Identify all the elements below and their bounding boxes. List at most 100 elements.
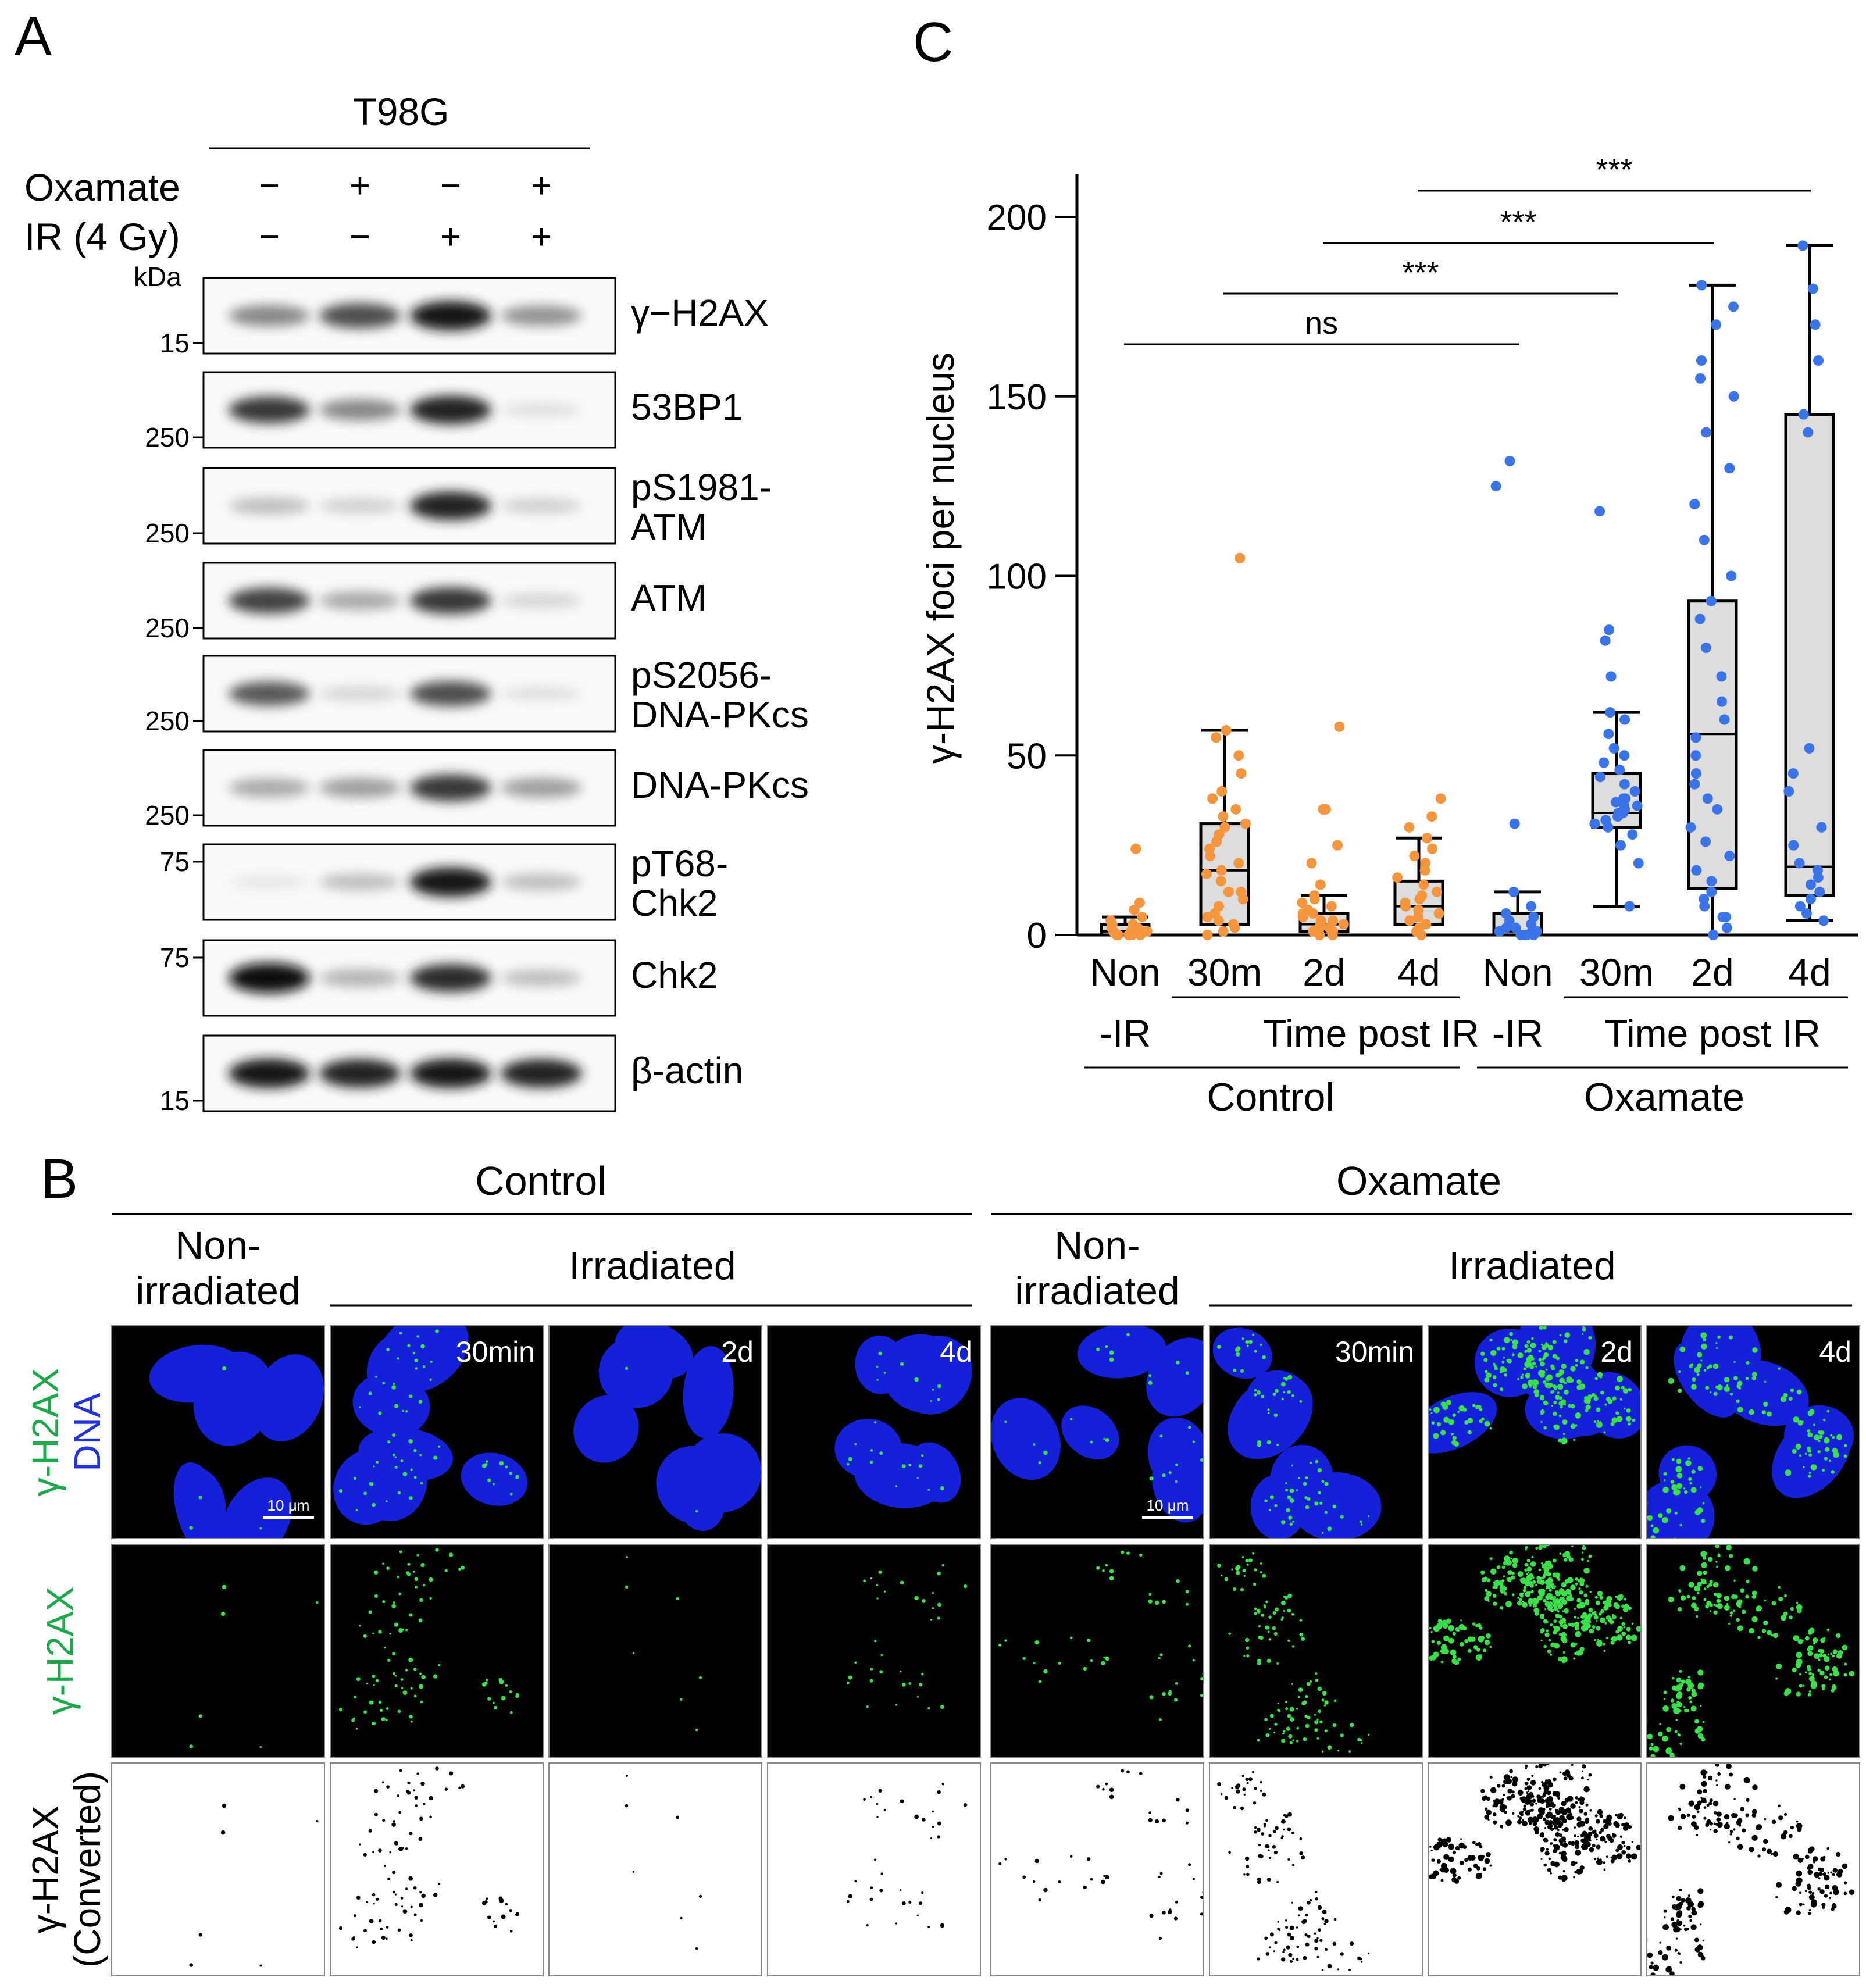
focus-dot [1544, 1827, 1547, 1829]
focus-dot [1575, 1631, 1582, 1637]
data-point [1129, 904, 1140, 915]
focus-dot [1550, 1872, 1552, 1875]
focus-dot [1575, 1359, 1579, 1362]
focus-dot [1296, 1739, 1299, 1743]
focus-dot [1825, 1447, 1830, 1452]
focus-dot [1562, 1638, 1568, 1644]
focus-dot [412, 1571, 415, 1573]
focus-dot [1307, 1497, 1311, 1501]
iqr-box [1784, 413, 1835, 897]
focus-dot [1581, 1770, 1584, 1772]
focus-dot [1709, 1798, 1713, 1803]
focus-dot [1783, 1812, 1787, 1816]
marker-label: 75 [160, 943, 190, 973]
focus-dot [1586, 1398, 1591, 1403]
focus-dot [1281, 1957, 1286, 1962]
data-point [1620, 793, 1631, 804]
y-tick-label: 100 [987, 557, 1047, 597]
focus-dot [1571, 1545, 1574, 1548]
focus-dot [1818, 1877, 1821, 1880]
focus-dot [419, 1672, 422, 1675]
focus-dot [626, 1556, 629, 1558]
focus-dot [1487, 1819, 1490, 1821]
data-point [1204, 843, 1215, 854]
focus-dot [1659, 1941, 1661, 1944]
focus-dot [353, 1914, 356, 1918]
focus-dot [1829, 1459, 1831, 1462]
focus-dot [1451, 1440, 1457, 1446]
focus-dot [1600, 1390, 1604, 1395]
focus-dot [1321, 1698, 1325, 1701]
focus-dot [1289, 1707, 1294, 1712]
focus-dot [1701, 1579, 1707, 1584]
focus-dot [1570, 1803, 1576, 1809]
focus-dot [1570, 1584, 1576, 1590]
focus-dot [1683, 1487, 1686, 1490]
focus-dot [1303, 1919, 1307, 1923]
focus-dot [1299, 1400, 1303, 1403]
focus-dot [1700, 1468, 1703, 1471]
focus-dot [1486, 1633, 1491, 1639]
focus-dot [1553, 1625, 1556, 1629]
focus-dot [1573, 1657, 1576, 1660]
focus-dot [382, 1382, 386, 1385]
western-blot-panel: T98G Oxamate IR (4 Gy) kDa − + − +− − + + 15γ−… [24, 90, 809, 1116]
focus-dot [1751, 1594, 1757, 1599]
focus-dot [1665, 1747, 1672, 1754]
focus-dot [1436, 1422, 1442, 1427]
focus-dot [1670, 1917, 1675, 1921]
focus-dot [369, 1700, 373, 1704]
focus-dot [1464, 1639, 1469, 1644]
focus-dot [1793, 1416, 1799, 1423]
focus-dot [1558, 1414, 1562, 1418]
focus-dot [1528, 1800, 1532, 1804]
data-point [1716, 671, 1727, 682]
focus-dot [376, 1460, 379, 1464]
focus-dot [1680, 1595, 1686, 1601]
focus-dot [1775, 1896, 1778, 1898]
focus-dot [1109, 1357, 1114, 1362]
focus-dot [1439, 1650, 1442, 1652]
microscopy-tile: 30min [330, 1325, 544, 1539]
focus-dot [932, 1826, 934, 1828]
focus-dot [363, 1491, 367, 1496]
focus-dot [883, 1372, 886, 1374]
y-axis-label: γ-H2AX foci per nucleus [919, 352, 962, 764]
box [1199, 729, 1250, 937]
focus-dot [1275, 1607, 1279, 1612]
focus-dot [1489, 1646, 1492, 1648]
focus-dot [1585, 1409, 1589, 1412]
focus-dot [356, 1896, 361, 1900]
focus-dot [402, 1847, 404, 1850]
focus-dot [1543, 1619, 1548, 1624]
focus-dot [421, 1675, 426, 1680]
focus-dot [1610, 1640, 1615, 1645]
focus-dot [937, 1384, 941, 1389]
focus-dot [1540, 1832, 1545, 1837]
focus-dot [1535, 1365, 1537, 1368]
focus-dot [1564, 1389, 1569, 1395]
focus-dot [1254, 1787, 1257, 1790]
focus-dot [1808, 1471, 1811, 1474]
focus-dot [1716, 1598, 1721, 1604]
focus-dot [1257, 1391, 1261, 1395]
data-point [1221, 725, 1232, 736]
focus-dot [1547, 1385, 1551, 1389]
focus-dot [1624, 1822, 1629, 1828]
focus-dot [1262, 1355, 1266, 1359]
focus-dot [1457, 1657, 1461, 1661]
focus-dot [1700, 1332, 1707, 1339]
focus-dot [1545, 1564, 1548, 1566]
focus-dot [398, 1846, 404, 1851]
focus-dot [1531, 1794, 1535, 1798]
focus-dot [422, 1365, 426, 1368]
microscopy-tile: 10 μm [111, 1325, 325, 1539]
blot-band [501, 1059, 582, 1088]
focus-dot [1597, 1372, 1603, 1378]
focus-dot [1245, 1559, 1249, 1563]
data-point [1699, 534, 1710, 545]
focus-dot [381, 1781, 384, 1784]
focus-dot [1676, 1919, 1680, 1922]
focus-dot [1159, 1872, 1163, 1875]
focus-dot [1547, 1649, 1551, 1654]
